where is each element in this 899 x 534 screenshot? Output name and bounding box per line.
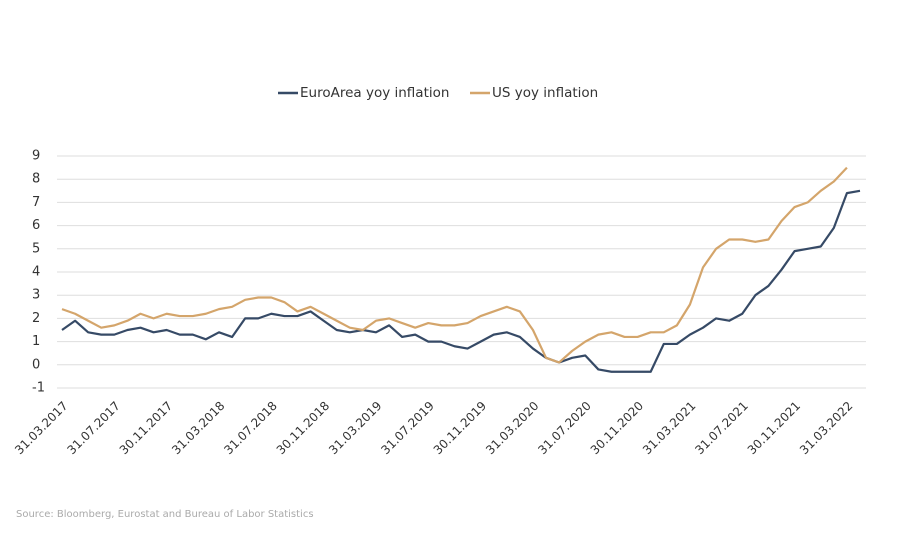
x-tick-label: 30.11.2020 — [588, 399, 646, 457]
y-tick-label: 5 — [32, 241, 40, 256]
x-tick-label: 31.07.2018 — [221, 399, 279, 457]
legend-label: EuroArea yoy inflation — [300, 85, 449, 101]
x-tick-label: 31.07.2020 — [535, 399, 593, 457]
x-tick-label: 30.11.2021 — [745, 399, 803, 457]
x-tick-label: 31.03.2020 — [483, 399, 541, 457]
y-tick-label: 0 — [32, 357, 40, 372]
x-tick-label: 31.07.2021 — [692, 399, 750, 457]
y-tick-label: 3 — [32, 288, 40, 303]
y-tick-label: 2 — [32, 311, 40, 326]
x-tick-label: 30.11.2018 — [274, 399, 332, 457]
series-line — [61, 189, 861, 373]
y-tick-label: 9 — [32, 149, 40, 164]
y-tick-label: 1 — [32, 334, 40, 349]
x-tick-label: 31.03.2021 — [640, 399, 698, 457]
x-tick-label: 31.03.2018 — [169, 399, 227, 457]
y-tick-label: 7 — [32, 195, 40, 210]
y-tick-label: 6 — [32, 218, 40, 233]
y-tick-label: -1 — [32, 381, 45, 396]
x-tick-label: 30.11.2019 — [431, 399, 489, 457]
x-tick-label: 31.03.2022 — [797, 399, 855, 457]
x-tick-label: 30.11.2017 — [117, 399, 175, 457]
series-line — [61, 166, 848, 364]
x-tick-label: 31.03.2017 — [12, 399, 70, 457]
x-tick-label: 31.03.2019 — [326, 399, 384, 457]
y-tick-label: 4 — [32, 265, 40, 280]
legend-label: US yoy inflation — [492, 85, 598, 101]
source: Source: Bloomberg, Eurostat and Bureau o… — [16, 509, 314, 520]
y-tick-label: 8 — [32, 172, 40, 187]
x-tick-label: 31.07.2019 — [378, 399, 436, 457]
x-tick-label: 31.07.2017 — [64, 399, 122, 457]
